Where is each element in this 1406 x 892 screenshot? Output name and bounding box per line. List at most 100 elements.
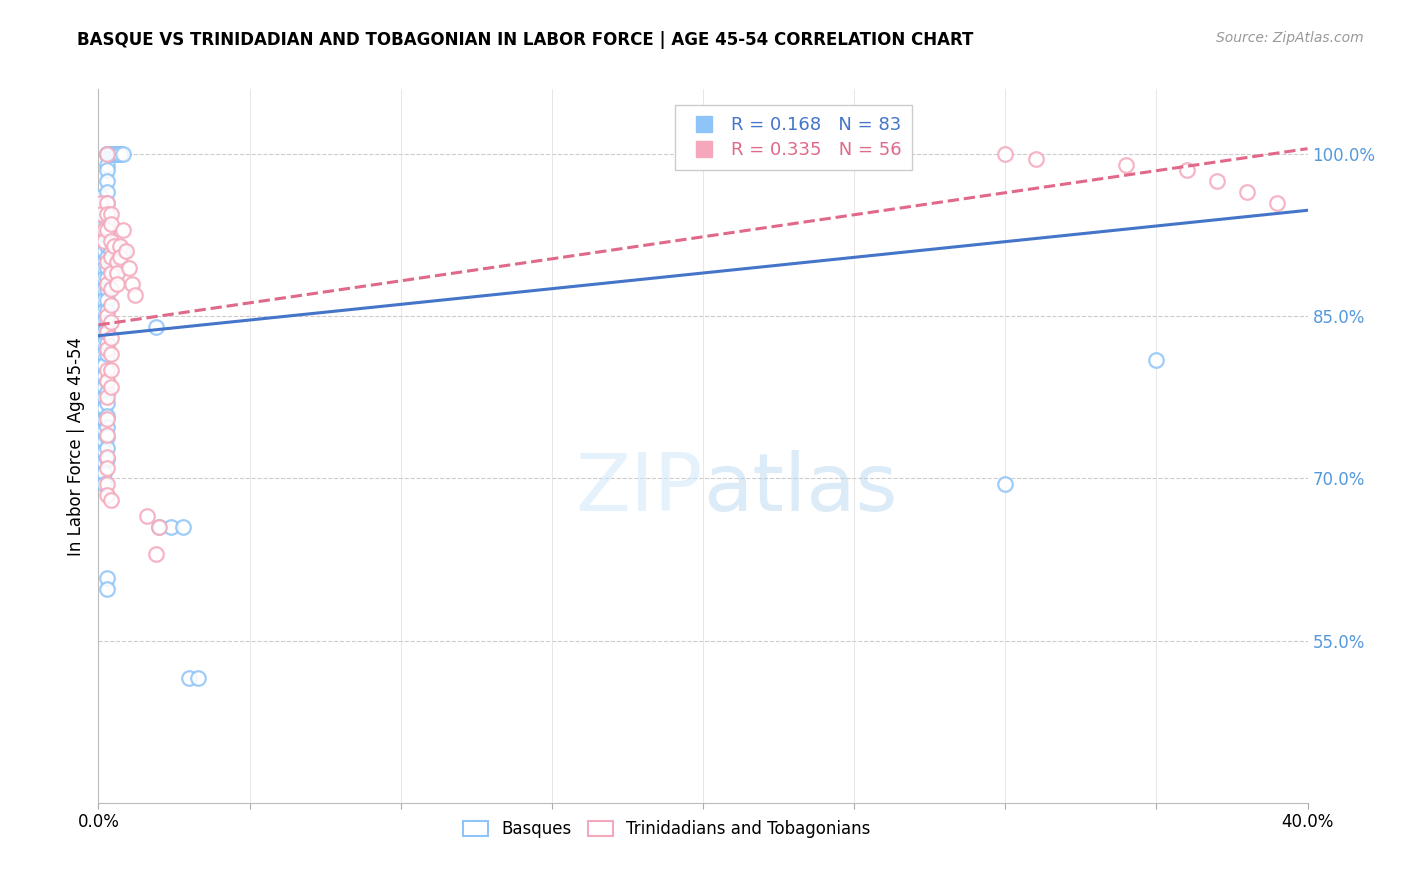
Point [103, 147, 125, 161]
Point [100, 147, 122, 161]
Point [96, 158, 118, 172]
Point [90, 190, 112, 204]
Point [93, 326, 115, 340]
Point [111, 147, 134, 161]
Point [105, 255, 128, 269]
Point [96, 374, 118, 388]
Point [994, 476, 1017, 491]
Point [96, 582, 118, 596]
Point [1236, 185, 1258, 199]
Point [135, 509, 157, 524]
Point [96, 147, 118, 161]
Point [93, 315, 115, 329]
Point [96, 255, 118, 269]
Point [148, 520, 170, 534]
Point [96, 147, 118, 161]
Point [96, 310, 118, 324]
Point [96, 282, 118, 296]
Point [93, 466, 115, 480]
Point [96, 277, 118, 291]
Point [96, 303, 118, 318]
Point [96, 185, 118, 199]
Point [1267, 195, 1289, 210]
Point [100, 347, 122, 361]
Point [96, 147, 118, 161]
Point [96, 450, 118, 464]
Point [108, 147, 131, 161]
Point [93, 336, 115, 351]
Point [96, 271, 118, 285]
Point [103, 147, 125, 161]
Point [96, 476, 118, 491]
Point [1115, 158, 1137, 172]
Point [96, 315, 118, 329]
Point [100, 147, 122, 161]
Y-axis label: In Labor Force | Age 45-54: In Labor Force | Age 45-54 [66, 336, 84, 556]
Point [93, 228, 115, 243]
Point [93, 234, 115, 248]
Point [96, 195, 118, 210]
Point [108, 250, 131, 264]
Point [103, 239, 125, 253]
Point [179, 672, 201, 686]
Point [121, 277, 143, 291]
Point [105, 147, 128, 161]
Point [1175, 163, 1198, 178]
Point [96, 441, 118, 455]
Point [100, 266, 122, 280]
Point [90, 223, 112, 237]
Point [96, 223, 118, 237]
Point [96, 412, 118, 426]
Point [93, 303, 115, 318]
Point [96, 430, 118, 444]
Point [100, 218, 122, 232]
Point [93, 244, 115, 259]
Point [93, 282, 115, 296]
Point [96, 374, 118, 388]
Point [100, 379, 122, 393]
Point [96, 409, 118, 423]
Point [96, 218, 118, 232]
Point [93, 293, 115, 307]
Point [93, 347, 115, 361]
Point [93, 218, 115, 232]
Point [96, 326, 118, 340]
Point [96, 239, 118, 253]
Point [96, 195, 118, 210]
Text: ZIP: ZIP [575, 450, 703, 528]
Point [96, 342, 118, 356]
Point [118, 260, 141, 275]
Point [90, 195, 112, 210]
Point [103, 147, 125, 161]
Point [96, 293, 118, 307]
Point [100, 244, 122, 259]
Point [96, 363, 118, 377]
Point [93, 423, 115, 437]
Point [96, 326, 118, 340]
Point [105, 277, 128, 291]
Point [105, 147, 128, 161]
Point [172, 520, 194, 534]
Point [111, 223, 134, 237]
Text: BASQUE VS TRINIDADIAN AND TOBAGONIAN IN LABOR FORCE | AGE 45-54 CORRELATION CHAR: BASQUE VS TRINIDADIAN AND TOBAGONIAN IN … [77, 31, 974, 49]
Point [93, 206, 115, 220]
Point [103, 147, 125, 161]
Point [111, 244, 134, 259]
Point [108, 147, 131, 161]
Point [93, 223, 115, 237]
Point [108, 239, 131, 253]
Point [100, 493, 122, 508]
Point [93, 476, 115, 491]
Point [105, 266, 128, 280]
Point [187, 672, 209, 686]
Point [96, 460, 118, 475]
Point [93, 255, 115, 269]
Point [1144, 352, 1167, 367]
Point [145, 547, 167, 561]
Point [93, 444, 115, 458]
Point [96, 384, 118, 399]
Point [96, 163, 118, 178]
Point [96, 488, 118, 502]
Point [100, 315, 122, 329]
Point [93, 379, 115, 393]
